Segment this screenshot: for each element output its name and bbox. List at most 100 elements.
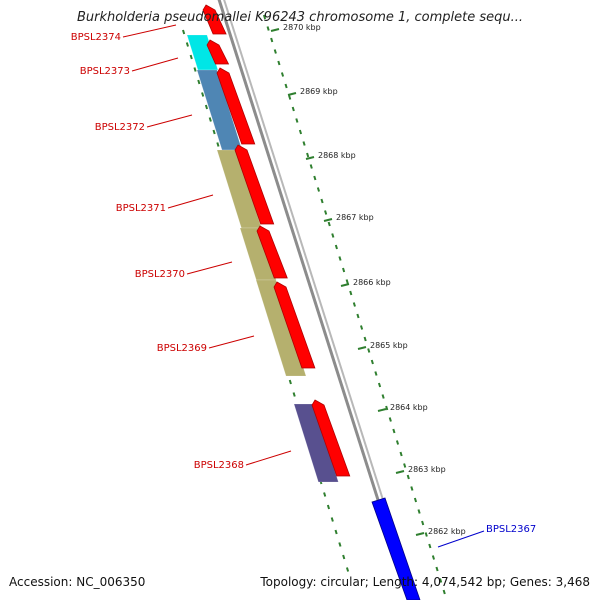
scale-major-tick (287, 92, 297, 96)
scale-dot (273, 49, 277, 54)
scale-dot (323, 492, 327, 497)
gene-arrow (256, 225, 288, 279)
scale-dot (352, 302, 356, 307)
scale-dot (292, 392, 296, 397)
scale-dot (374, 371, 378, 376)
scale-dot (204, 104, 209, 110)
scale-dot (313, 175, 317, 181)
gene-track (202, 4, 421, 600)
scale-major-tick (357, 346, 367, 350)
scale-dot (342, 267, 346, 273)
scale-dot (330, 517, 334, 522)
gene-leader-line (208, 335, 255, 349)
gene-label: BPSL2367 (486, 524, 536, 535)
scale-dot (349, 290, 353, 296)
scale-dot (309, 164, 313, 169)
scale-dot (298, 129, 303, 135)
cog-block (293, 403, 339, 483)
scale-major-tick (340, 283, 350, 287)
scale-dot (208, 117, 212, 122)
cog-block (255, 279, 307, 377)
scale-dot (288, 379, 292, 385)
scale-tick-label: 2868 kbp (318, 151, 356, 160)
gene-label: BPSL2372 (95, 122, 145, 133)
topology-text: Topology: circular; Length: 4,074,542 bp… (260, 575, 590, 589)
gene-leader-line (437, 530, 485, 548)
scale-dot (338, 256, 342, 261)
scale-dot (363, 336, 367, 342)
scale-dot (266, 26, 270, 31)
scale-labels: 2870 kbp 2869 kbp 2868 kbp 2867 kbp 2866 kbp… (283, 23, 466, 536)
gene-leader-line (122, 24, 177, 38)
scale-dot (388, 417, 392, 422)
gene-leader-line (186, 261, 233, 275)
scale-tick-label: 2865 kbp (370, 341, 408, 350)
scale-dot (342, 554, 346, 560)
scale-dot (406, 474, 410, 480)
scale-dot (442, 589, 446, 595)
cog-block (186, 34, 219, 71)
scale-dot (334, 529, 338, 535)
gene-label: BPSL2374 (71, 32, 121, 43)
scale-dot (270, 37, 274, 43)
gene-arrow (206, 39, 230, 65)
gene-label: BPSL2370 (135, 269, 185, 280)
gene-label: BPSL2371 (116, 203, 166, 214)
scale-dot (439, 578, 443, 583)
scale-dot (182, 29, 186, 35)
scale-dot (421, 520, 425, 526)
gene-arrow (202, 4, 227, 35)
scale-dot (331, 233, 335, 238)
gene-leader-line (146, 114, 193, 128)
scale-dot (377, 382, 382, 388)
scale-dot (410, 486, 414, 491)
scale-tick-label: 2869 kbp (300, 87, 338, 96)
scale-dot (399, 451, 403, 457)
gene-label: BPSL2373 (80, 66, 130, 77)
scale-dot (327, 221, 331, 227)
scale-dot (403, 463, 407, 468)
gene-arrow (273, 281, 316, 369)
scale-dot (338, 542, 342, 547)
gene-arrow (311, 399, 351, 477)
scale-dot (302, 141, 306, 146)
scale-tick-label: 2862 kbp (428, 527, 466, 536)
scale-dot (216, 142, 220, 147)
scale-dot (345, 279, 349, 284)
scale-dot (284, 83, 288, 89)
scale-dot (291, 106, 295, 112)
scale-dot (262, 14, 267, 20)
scale-dot (288, 95, 292, 100)
scale-dot (295, 118, 299, 123)
gene-leader-line (131, 57, 179, 72)
scale-dot (324, 210, 328, 215)
scale-dot (320, 198, 324, 204)
scale-tick-label: 2867 kbp (336, 213, 374, 222)
gene-arrow (216, 67, 256, 145)
scale-dot (306, 152, 310, 158)
scale-major-tick (323, 218, 333, 222)
scale-dot (413, 497, 418, 503)
cog-block (239, 227, 277, 281)
scale-major-tick (377, 408, 387, 412)
scale-dot (277, 60, 281, 66)
scale-dot (395, 440, 400, 445)
scale-dot (370, 359, 374, 365)
accession-text: Accession: NC_006350 (9, 575, 146, 589)
scale-major-tick (270, 28, 280, 32)
scale-major-tick (395, 470, 405, 474)
gene-labels: BPSL2374 BPSL2373 BPSL2372 BPSL2371 BPSL2370… (71, 24, 536, 548)
gene-label: BPSL2368 (194, 460, 244, 471)
map-title: Burkholderia pseudomallei K96243 chromos… (76, 10, 524, 25)
scale-dot (316, 187, 321, 192)
scale-dot (392, 428, 396, 434)
scale-major-tick (415, 532, 425, 536)
scale-tick-label: 2866 kbp (353, 278, 391, 287)
scale-dot (197, 79, 201, 85)
cog-track (186, 34, 339, 483)
scale-dot (424, 532, 428, 537)
scale-dot (381, 394, 385, 399)
scale-major-tick (305, 156, 315, 160)
scale-tick-label: 2863 kbp (408, 465, 446, 474)
